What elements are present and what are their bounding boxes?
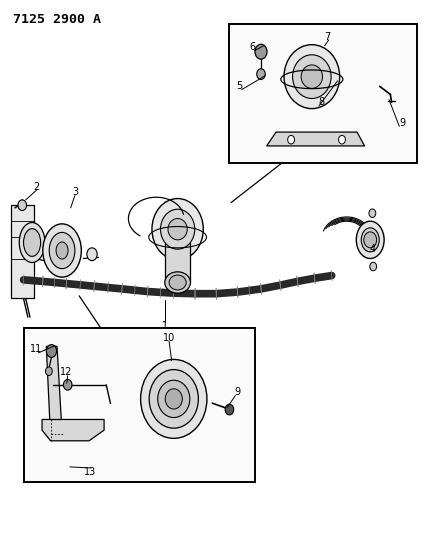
Bar xyxy=(165,243,190,282)
Text: 2: 2 xyxy=(33,182,39,191)
Circle shape xyxy=(255,44,267,59)
Text: 12: 12 xyxy=(60,367,72,377)
Ellipse shape xyxy=(165,272,190,293)
Circle shape xyxy=(370,262,377,271)
Ellipse shape xyxy=(49,232,75,269)
Circle shape xyxy=(364,232,377,248)
Text: 3: 3 xyxy=(72,187,78,197)
Text: 9: 9 xyxy=(235,387,241,397)
Circle shape xyxy=(46,344,56,357)
Ellipse shape xyxy=(301,65,323,88)
Circle shape xyxy=(45,367,52,375)
Ellipse shape xyxy=(356,221,384,259)
Ellipse shape xyxy=(361,228,379,252)
Text: 11: 11 xyxy=(30,344,42,354)
Ellipse shape xyxy=(284,45,340,109)
Text: 7125 2900 A: 7125 2900 A xyxy=(13,13,101,26)
Ellipse shape xyxy=(140,359,207,438)
Bar xyxy=(229,24,417,163)
Circle shape xyxy=(87,248,97,261)
Circle shape xyxy=(257,69,265,79)
Ellipse shape xyxy=(165,389,182,409)
Ellipse shape xyxy=(169,275,186,290)
Ellipse shape xyxy=(24,229,41,256)
Ellipse shape xyxy=(19,223,45,263)
Ellipse shape xyxy=(43,224,81,277)
Circle shape xyxy=(339,135,345,144)
Text: 6: 6 xyxy=(250,42,256,52)
Circle shape xyxy=(288,135,294,144)
Ellipse shape xyxy=(160,209,195,249)
Ellipse shape xyxy=(152,198,203,260)
Ellipse shape xyxy=(56,242,68,259)
Bar xyxy=(24,328,255,482)
Text: 10: 10 xyxy=(163,334,175,343)
Ellipse shape xyxy=(158,380,190,417)
Ellipse shape xyxy=(293,55,331,99)
Circle shape xyxy=(369,209,376,217)
Circle shape xyxy=(63,379,72,390)
Text: 5: 5 xyxy=(237,82,243,91)
Polygon shape xyxy=(42,419,104,441)
Polygon shape xyxy=(267,132,365,146)
Text: 8: 8 xyxy=(318,98,324,107)
Text: 1: 1 xyxy=(162,321,168,331)
Polygon shape xyxy=(46,346,61,419)
Text: 9: 9 xyxy=(399,118,405,127)
Text: 4: 4 xyxy=(369,244,375,254)
Ellipse shape xyxy=(149,369,198,428)
Bar xyxy=(11,205,34,298)
Text: 7: 7 xyxy=(324,33,330,42)
Circle shape xyxy=(18,200,27,211)
Text: 13: 13 xyxy=(84,467,96,477)
Circle shape xyxy=(225,404,234,415)
Ellipse shape xyxy=(168,219,187,240)
